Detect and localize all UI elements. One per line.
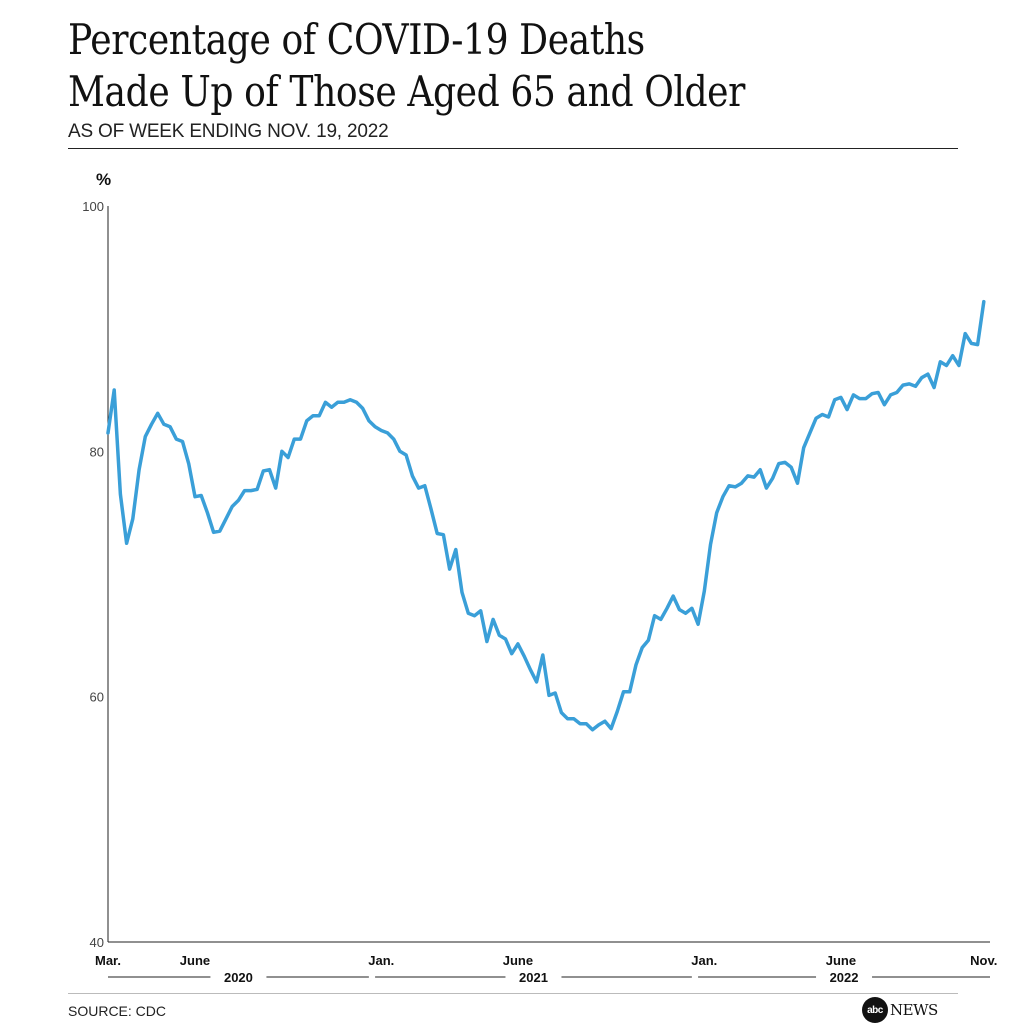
y-tick-label: 80 [90, 444, 104, 459]
title-line-2: Made Up of Those Aged 65 and Older [68, 67, 745, 116]
chart-axes [107, 206, 990, 943]
chart-subtitle: AS OF WEEK ENDING NOV. 19, 2022 [68, 121, 389, 142]
y-axis-unit-label: % [96, 170, 112, 189]
y-tick-label: 100 [82, 199, 104, 214]
chart-series [106, 299, 986, 732]
source-note: SOURCE: CDC [68, 1003, 167, 1019]
x-tick-label: June [826, 953, 856, 968]
x-axis-year-groups: 2020 2021 2022 [108, 970, 990, 985]
footer-divider [68, 993, 958, 994]
x-tick-label: Jan. [368, 953, 394, 968]
abc-logo-mark: abc [862, 997, 888, 1023]
y-tick-label: 40 [90, 935, 104, 950]
x-tick-label: June [503, 953, 533, 968]
x-tick-label: Jan. [691, 953, 717, 968]
x-tick-label: Nov. [970, 953, 997, 968]
y-tick-label: 60 [90, 690, 104, 705]
year-label: 2022 [830, 970, 859, 985]
title-line-1: Percentage of COVID-19 Deaths [68, 15, 645, 64]
news-wordmark: NEWS [890, 1001, 938, 1019]
year-label: 2020 [224, 970, 253, 985]
x-tick-label: Mar. [95, 953, 121, 968]
year-label: 2021 [519, 970, 548, 985]
abc-news-logo: abc NEWS [862, 996, 938, 1024]
header-divider [68, 148, 958, 149]
chart-title: Percentage of COVID-19 Deaths Made Up of… [68, 14, 842, 118]
x-axis-labels: Mar. June Jan. June Jan. June Nov. [95, 953, 997, 968]
series-line [106, 299, 986, 732]
x-tick-label: June [180, 953, 210, 968]
y-axis-ticks: 40 60 80 100 [82, 199, 104, 950]
